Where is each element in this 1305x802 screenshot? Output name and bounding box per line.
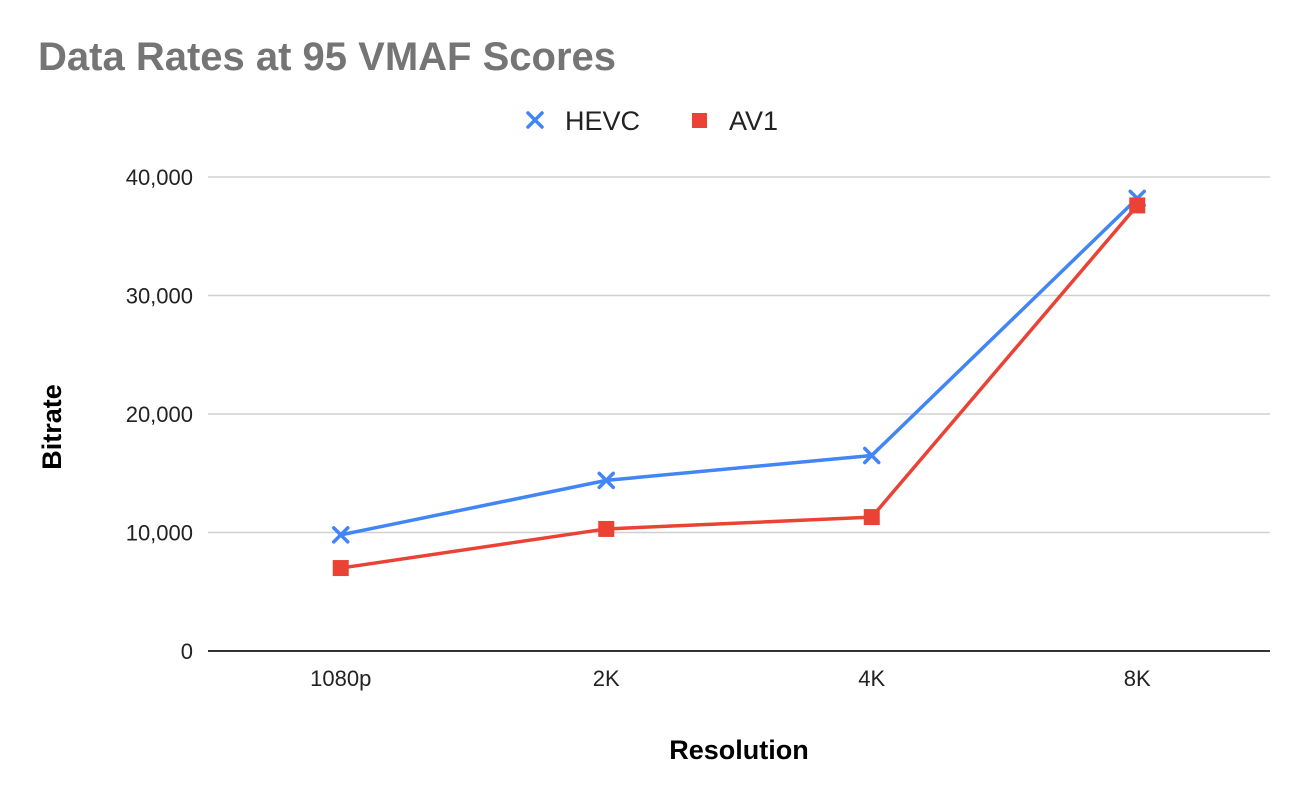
x-tick-label: 4K [858,666,885,691]
y-tick-label: 10,000 [126,521,193,546]
y-tick-label: 20,000 [126,402,193,427]
y-axis-ticks: 0 10,000 20,000 30,000 40,000 [126,165,193,664]
y-tick-label: 30,000 [126,284,193,309]
gridlines [208,176,1270,652]
data-point-av1 [1129,197,1146,214]
y-tick-label: 40,000 [126,165,193,190]
data-point-hevc [597,471,615,490]
data-point-av1 [332,560,349,577]
series-av1 [332,197,1146,577]
series-line-av1 [339,203,1139,570]
legend-item-av1: AV1 [692,106,778,136]
x-tick-label: 8K [1124,666,1151,691]
series-line-hevc [339,196,1139,537]
legend-item-hevc: HEVC [526,106,640,136]
data-point-av1 [863,509,880,526]
data-point-hevc [332,526,350,544]
x-tick-label: 1080p [310,666,371,691]
legend: HEVC AV1 [526,106,778,136]
data-point-av1 [598,520,615,537]
legend-label-av1: AV1 [729,106,778,136]
y-axis-title: Bitrate [37,384,67,470]
series-group [332,189,1146,577]
x-axis-title: Resolution [669,735,809,765]
legend-label-hevc: HEVC [565,106,640,136]
series-hevc [332,189,1146,544]
legend-marker-hevc-x-icon [526,111,544,129]
y-tick-label: 0 [181,639,193,664]
legend-marker-av1-square-icon [692,113,707,128]
x-axis-ticks: 1080p 2K 4K 8K [310,666,1151,691]
data-point-hevc [863,446,881,465]
x-tick-label: 2K [593,666,620,691]
chart-title: Data Rates at 95 VMAF Scores [38,35,616,79]
